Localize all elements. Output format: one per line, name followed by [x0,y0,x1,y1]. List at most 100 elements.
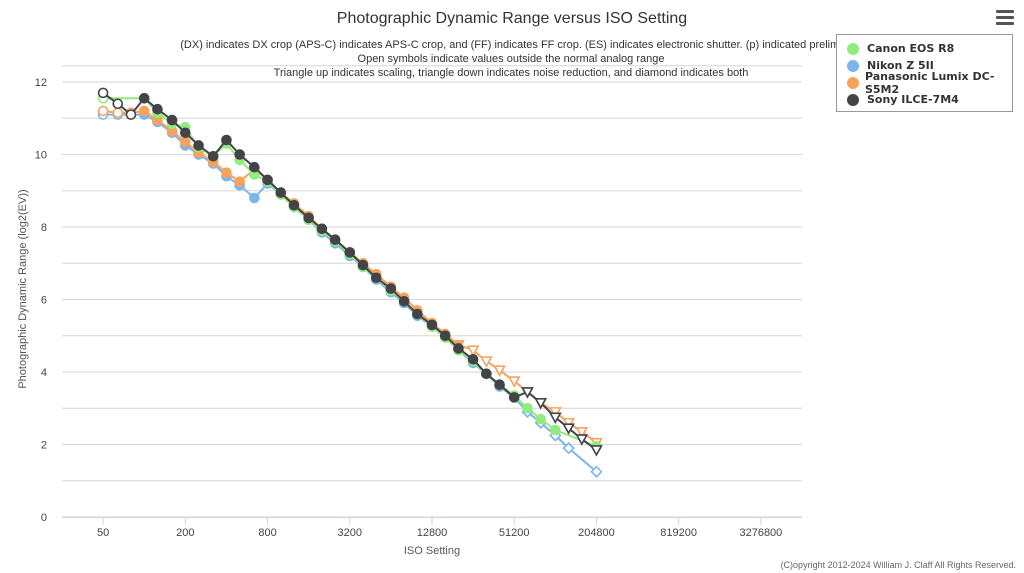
data-point-sony-ilce-7m4[interactable] [193,140,204,151]
data-point-sony-ilce-7m4[interactable] [288,199,300,211]
x-tick-label: 12800 [417,527,448,539]
series-line-sony-ilce-7m4 [102,92,597,451]
data-point-panasonic-lumix-dc-s5m2[interactable] [575,427,589,439]
series-panasonic-lumix-dc-s5m2 [97,105,603,450]
data-point-nikon-z-5ii[interactable] [590,465,603,478]
legend-swatch-panasonic [843,76,861,89]
data-point-sony-ilce-7m4[interactable] [207,151,219,162]
data-point-panasonic-lumix-dc-s5m2[interactable] [562,417,575,430]
data-point-panasonic-lumix-dc-s5m2[interactable] [548,407,562,419]
x-axis-label: ISO Setting [404,545,460,557]
data-point-sony-ilce-7m4[interactable] [249,161,260,173]
legend-item-canon[interactable]: Canon EOS R8 [843,40,954,57]
data-point-sony-ilce-7m4[interactable] [439,330,451,342]
data-point-sony-ilce-7m4[interactable] [575,434,589,446]
legend-item-sony[interactable]: Sony ILCE-7M4 [843,91,959,108]
data-point-sony-ilce-7m4[interactable] [398,296,410,307]
legend-swatch-canon [843,42,863,55]
legend-swatch-nikon [843,59,863,72]
data-point-canon-eos-r8[interactable] [550,424,561,436]
y-tick-label: 4 [41,367,47,379]
data-point-sony-ilce-7m4[interactable] [180,127,191,139]
data-point-sony-ilce-7m4[interactable] [467,354,479,365]
x-tick-label: 3200 [338,527,362,539]
data-point-sony-ilce-7m4[interactable] [125,109,137,120]
data-point-sony-ilce-7m4[interactable] [453,343,464,354]
data-point-sony-ilce-7m4[interactable] [357,259,369,271]
legend-swatch-sony [843,93,863,106]
data-point-sony-ilce-7m4[interactable] [303,212,314,224]
data-point-panasonic-lumix-dc-s5m2[interactable] [221,167,232,178]
data-point-panasonic-lumix-dc-s5m2[interactable] [466,345,480,357]
hamburger-menu-icon[interactable] [996,10,1014,26]
data-point-panasonic-lumix-dc-s5m2[interactable] [493,365,506,377]
data-point-sony-ilce-7m4[interactable] [221,134,232,146]
data-point-canon-eos-r8[interactable] [535,413,546,425]
data-point-panasonic-lumix-dc-s5m2[interactable] [138,105,150,117]
series-line-nikon-z-5ii [103,113,598,473]
legend: Canon EOS R8 Nikon Z 5II Panasonic Lumix… [836,34,1013,112]
data-point-nikon-z-5ii[interactable] [249,192,260,204]
legend-item-nikon[interactable]: Nikon Z 5II [843,57,934,74]
y-tick-label: 8 [41,222,47,234]
x-tick-label: 204800 [578,527,615,539]
data-point-sony-ilce-7m4[interactable] [138,93,150,104]
data-point-sony-ilce-7m4[interactable] [548,412,562,424]
legend-label-nikon: Nikon Z 5II [867,59,934,72]
data-point-panasonic-lumix-dc-s5m2[interactable] [507,376,521,388]
data-point-sony-ilce-7m4[interactable] [275,187,287,198]
data-point-nikon-z-5ii[interactable] [562,441,575,455]
series-group [97,87,603,478]
chart-subtitle-line-2: Open symbols indicate values outside the… [358,53,665,65]
data-point-sony-ilce-7m4[interactable] [262,174,273,186]
data-point-sony-ilce-7m4[interactable] [534,398,548,410]
x-tick-label: 51200 [499,527,530,539]
data-point-sony-ilce-7m4[interactable] [521,387,534,399]
data-point-sony-ilce-7m4[interactable] [152,103,163,115]
data-point-sony-ilce-7m4[interactable] [234,149,245,160]
x-axis-ticks: 50 200 800 3200 12800 51200 204800 819200 327680… [62,517,802,539]
chart-subtitle-line-1: (DX) indicates DX crop (APS-C) indicates… [180,39,841,51]
legend-label-sony: Sony ILCE-7M4 [867,93,959,106]
data-point-sony-ilce-7m4[interactable] [412,308,423,320]
data-point-sony-ilce-7m4[interactable] [385,283,397,294]
data-point-sony-ilce-7m4[interactable] [97,87,109,99]
y-tick-label: 6 [41,295,47,307]
series-nikon-z-5ii [97,109,603,478]
data-point-panasonic-lumix-dc-s5m2[interactable] [234,176,245,187]
data-point-panasonic-lumix-dc-s5m2[interactable] [97,105,109,117]
legend-item-panasonic[interactable]: Panasonic Lumix DC-S5M2 [843,70,1012,96]
legend-label-panasonic: Panasonic Lumix DC-S5M2 [864,69,995,96]
data-point-sony-ilce-7m4[interactable] [370,272,382,284]
y-axis-label: Photographic Dynamic Range (log2(EV)) [17,189,29,388]
x-tick-label: 819200 [660,527,697,539]
data-point-canon-eos-r8[interactable] [522,402,533,414]
data-point-sony-ilce-7m4[interactable] [112,98,124,110]
data-point-sony-ilce-7m4[interactable] [508,392,520,403]
credits-text: (C)opyright 2012-2024 William J. Claff A… [780,560,1016,570]
y-axis-ticks: 0 2 4 6 8 10 12 [35,77,47,524]
series-sony-ilce-7m4 [97,87,603,457]
data-point-sony-ilce-7m4[interactable] [166,114,178,126]
grid-lines [62,65,802,518]
data-point-panasonic-lumix-dc-s5m2[interactable] [112,107,124,119]
y-tick-label: 0 [41,512,47,524]
data-point-panasonic-lumix-dc-s5m2[interactable] [479,356,493,368]
data-point-sony-ilce-7m4[interactable] [481,368,492,380]
data-point-sony-ilce-7m4[interactable] [344,247,356,258]
data-point-sony-ilce-7m4[interactable] [494,379,505,390]
x-tick-label: 800 [258,527,276,539]
x-tick-label: 3276800 [739,527,782,539]
y-tick-label: 12 [35,77,47,89]
legend-label-canon: Canon EOS R8 [867,42,955,55]
data-point-sony-ilce-7m4[interactable] [590,445,603,457]
data-point-sony-ilce-7m4[interactable] [562,423,575,435]
data-point-sony-ilce-7m4[interactable] [316,223,328,235]
y-tick-label: 10 [35,150,47,162]
x-tick-label: 200 [176,527,194,539]
data-point-panasonic-lumix-dc-s5m2[interactable] [180,136,191,148]
data-point-sony-ilce-7m4[interactable] [329,234,341,245]
data-point-sony-ilce-7m4[interactable] [426,319,438,331]
chart-title: Photographic Dynamic Range versus ISO Se… [337,10,687,27]
